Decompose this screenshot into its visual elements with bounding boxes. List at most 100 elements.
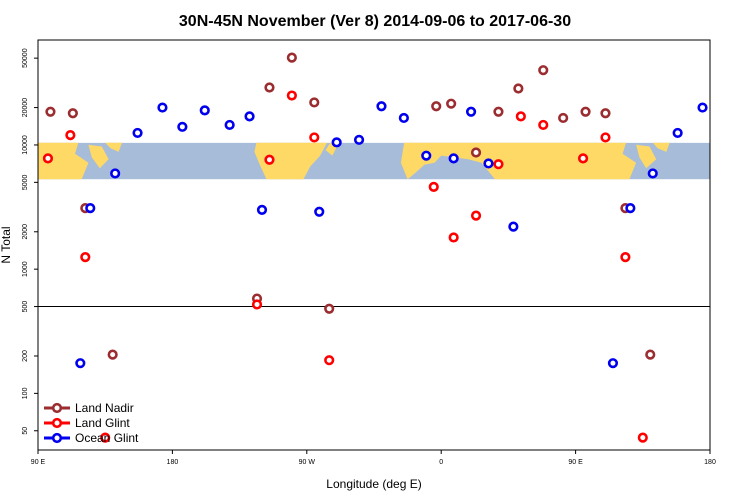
x-tick-label-1: 180 — [167, 459, 179, 466]
legend-label-land-nadir: Land Nadir — [75, 401, 134, 415]
land-shape-6 — [575, 142, 637, 180]
legend-entry-land-glint: Land Glint — [44, 416, 130, 430]
land-shape-3 — [254, 142, 327, 180]
point-ocean-glint-1 — [85, 203, 96, 214]
x-tick-label-0: 90 E — [31, 459, 46, 466]
y-tick-label-9: 50000 — [22, 48, 29, 68]
y-tick-label-5: 2000 — [22, 224, 29, 240]
point-land-nadir-3 — [107, 349, 118, 360]
y-tick-label-3: 500 — [22, 301, 29, 313]
land-shape-7 — [636, 144, 657, 169]
point-land-glint-7 — [309, 132, 320, 143]
plot-frame — [37, 39, 711, 451]
legend-label-land-glint: Land Glint — [75, 416, 130, 430]
point-ocean-glint-4 — [157, 102, 168, 113]
data-points — [42, 52, 708, 443]
y-tick-label-6: 5000 — [22, 174, 29, 190]
point-land-nadir-16 — [580, 106, 591, 117]
legend-entry-ocean-glint: Ocean Glint — [44, 431, 139, 445]
point-land-nadir-5 — [264, 82, 275, 93]
point-ocean-glint-6 — [199, 105, 210, 116]
series-land-glint — [42, 90, 648, 443]
world-map-band — [38, 142, 710, 180]
point-land-nadir-1 — [67, 108, 78, 119]
legend: Land Nadir Land Glint Ocean Glint — [44, 401, 139, 445]
point-land-glint-15 — [577, 153, 589, 164]
point-land-glint-6 — [286, 90, 297, 101]
point-land-glint-3 — [100, 432, 111, 443]
point-land-nadir-13 — [513, 83, 524, 94]
point-land-glint-9 — [428, 181, 439, 192]
y-tick-label-4: 1000 — [22, 261, 29, 277]
point-land-nadir-14 — [538, 65, 549, 76]
point-ocean-glint-11 — [331, 137, 342, 148]
point-land-glint-10 — [448, 232, 459, 243]
point-land-glint-16 — [600, 132, 611, 143]
point-ocean-glint-7 — [224, 119, 235, 131]
land-shape-2 — [105, 142, 122, 152]
legend-label-ocean-glint: Ocean Glint — [75, 431, 139, 445]
point-land-glint-11 — [470, 210, 482, 221]
point-land-nadir-17 — [600, 108, 611, 119]
point-land-nadir-15 — [558, 112, 569, 124]
point-land-nadir-7 — [309, 97, 320, 108]
point-land-glint-13 — [515, 111, 526, 122]
point-ocean-glint-17 — [465, 106, 477, 117]
y-tick-label-0: 50 — [22, 427, 29, 435]
x-tick-label-3: 0 — [439, 459, 443, 466]
point-land-glint-5 — [264, 154, 275, 165]
point-ocean-glint-8 — [244, 111, 255, 122]
legend-marker-land-nadir — [51, 402, 63, 414]
point-ocean-glint-16 — [448, 153, 459, 164]
legend-marker-land-glint — [51, 417, 63, 429]
point-ocean-glint-19 — [508, 221, 519, 232]
x-tick-label-4: 90 E — [568, 459, 583, 466]
x-axis: 90 E 180 90 W 0 90 E 180 — [31, 450, 716, 466]
point-ocean-glint-24 — [697, 102, 708, 113]
point-land-nadir-9 — [431, 101, 442, 112]
point-land-nadir-8 — [324, 303, 335, 314]
y-tick-label-7: 10000 — [22, 135, 29, 155]
point-ocean-glint-2 — [110, 168, 121, 179]
point-ocean-glint-20 — [607, 358, 619, 369]
point-land-glint-17 — [620, 252, 631, 263]
land-shape-0 — [38, 142, 89, 180]
point-land-glint-18 — [637, 432, 648, 443]
point-land-glint-12 — [493, 159, 504, 170]
point-ocean-glint-3 — [132, 127, 143, 139]
point-ocean-glint-23 — [672, 127, 683, 139]
point-land-glint-0 — [42, 153, 54, 164]
land-shape-1 — [88, 144, 109, 169]
x-tick-label-5: 180 — [704, 459, 716, 466]
x-axis-label: Longitude (deg E) — [326, 477, 421, 491]
series-land-nadir — [45, 52, 656, 360]
point-ocean-glint-18 — [483, 158, 494, 169]
point-land-glint-1 — [65, 130, 76, 141]
y-axis: 50 100 200 500 1000 2000 5000 10000 20000 50000 — [22, 48, 38, 435]
point-ocean-glint-5 — [177, 121, 188, 132]
series-ocean-glint — [75, 101, 708, 369]
legend-entry-land-nadir: Land Nadir — [44, 401, 134, 415]
point-land-glint-8 — [324, 355, 335, 366]
point-land-glint-14 — [538, 119, 549, 131]
y-tick-label-8: 20000 — [22, 98, 29, 118]
point-land-nadir-19 — [645, 349, 656, 360]
x-tick-label-2: 90 W — [299, 459, 316, 466]
point-ocean-glint-14 — [398, 112, 409, 124]
y-tick-label-2: 200 — [22, 350, 29, 362]
point-ocean-glint-21 — [625, 203, 636, 214]
point-land-nadir-10 — [446, 98, 457, 109]
point-land-nadir-6 — [286, 52, 297, 63]
y-axis-label: N Total — [0, 226, 13, 263]
point-ocean-glint-0 — [75, 358, 86, 369]
point-land-nadir-0 — [45, 106, 56, 117]
point-ocean-glint-9 — [256, 204, 268, 216]
point-ocean-glint-10 — [314, 206, 325, 217]
point-land-glint-4 — [251, 299, 263, 310]
point-ocean-glint-22 — [647, 168, 658, 179]
chart-title: 30N-45N November (Ver 8) 2014-09-06 to 2… — [179, 13, 571, 30]
point-ocean-glint-12 — [353, 134, 365, 145]
point-land-glint-2 — [80, 252, 91, 263]
point-land-nadir-12 — [493, 106, 504, 117]
